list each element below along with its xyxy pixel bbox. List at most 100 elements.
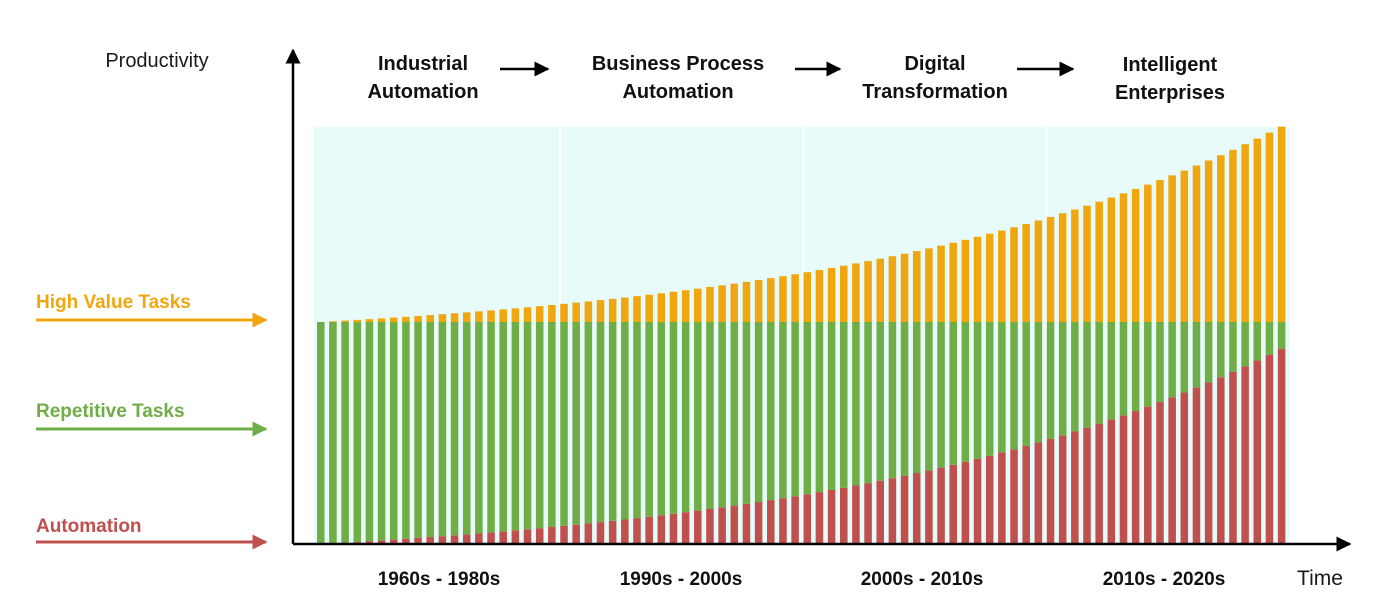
repetitive-tasks-bar-14: [475, 322, 483, 534]
high-value-tasks-bar-62: [1058, 213, 1067, 322]
automation-bar-80: [1277, 348, 1286, 544]
repetitive-tasks-bar-19: [535, 322, 544, 529]
high-value-tasks-bar-44: [839, 265, 848, 322]
high-value-tasks-bar-21: [560, 303, 568, 322]
high-value-tasks-bar-28: [645, 294, 653, 322]
automation-bar-11: [438, 536, 447, 544]
repetitive-tasks-bar-20: [548, 322, 556, 528]
period-label-1: 1960s - 1980s: [378, 569, 501, 590]
repetitive-tasks-bar-62: [1058, 322, 1067, 436]
automation-bar-18: [523, 529, 532, 544]
automation-bar-47: [876, 480, 885, 544]
automation-bar-50: [912, 473, 921, 544]
repetitive-tasks-bar-21: [560, 322, 568, 526]
high-value-tasks-bar-53: [949, 242, 957, 322]
high-value-tasks-bar-23: [584, 301, 593, 322]
high-value-tasks-bar-27: [633, 296, 641, 322]
high-value-tasks-bar-57: [998, 230, 1006, 322]
high-value-tasks-bar-25: [608, 298, 617, 322]
automation-bar-33: [706, 509, 714, 544]
repetitive-tasks-bar-51: [925, 322, 933, 471]
automation-bar-30: [669, 513, 678, 544]
repetitive-tasks-bar-59: [1022, 322, 1030, 446]
repetitive-tasks-bar-74: [1204, 322, 1213, 383]
repetitive-tasks-bar-46: [864, 322, 872, 484]
repetitive-tasks-bar-18: [523, 322, 532, 530]
high-value-tasks-bar-8: [402, 316, 410, 322]
high-value-tasks-bar-80: [1277, 126, 1286, 322]
high-value-tasks-bar-12: [450, 313, 459, 322]
bars-group: [317, 126, 1286, 544]
repetitive-tasks-bar-2: [329, 322, 337, 544]
high-value-tasks-bar-2: [329, 321, 337, 322]
automation-bar-15: [487, 532, 495, 544]
high-value-tasks-bar-10: [426, 315, 434, 322]
automation-bar-17: [511, 530, 520, 544]
repetitive-tasks-bar-33: [706, 322, 714, 509]
automation-bar-25: [608, 520, 617, 544]
automation-bar-76: [1229, 371, 1237, 544]
automation-bar-63: [1071, 431, 1079, 544]
automation-bar-28: [645, 516, 653, 544]
automation-bar-19: [535, 528, 544, 544]
repetitive-tasks-bar-42: [815, 322, 824, 493]
high-value-tasks-bar-30: [669, 291, 678, 322]
repetitive-tasks-bar-32: [694, 322, 702, 511]
automation-bar-44: [839, 487, 848, 544]
repetitive-tasks-bar-34: [718, 322, 726, 508]
high-value-tasks-bar-46: [864, 261, 872, 322]
automation-bar-42: [815, 492, 824, 544]
repetitive-tasks-bar-13: [462, 322, 471, 535]
repetitive-tasks-bar-38: [767, 322, 775, 501]
high-value-tasks-bar-74: [1204, 160, 1213, 322]
repetitive-tasks-bar-50: [912, 322, 921, 474]
repetitive-tasks-bar-37: [754, 322, 763, 502]
high-value-tasks-bar-11: [438, 314, 447, 322]
repetitive-tasks-bar-65: [1095, 322, 1103, 424]
automation-bar-54: [961, 461, 970, 544]
high-value-tasks-bar-7: [389, 317, 398, 322]
repetitive-tasks-bar-58: [1010, 322, 1018, 450]
repetitive-tasks-bar-29: [657, 322, 666, 516]
high-value-tasks-bar-42: [815, 270, 824, 322]
high-value-tasks-bar-78: [1253, 138, 1262, 322]
era-1-label: Industrial Automation: [367, 53, 478, 103]
automation-bar-40: [791, 496, 799, 544]
repetitive-tasks-bar-3: [341, 322, 349, 543]
automation-bar-71: [1168, 397, 1176, 544]
repetitive-tasks-bar-30: [669, 322, 678, 514]
high-value-tasks-bar-14: [475, 311, 483, 322]
repetitive-tasks-bar-57: [998, 322, 1006, 453]
high-value-tasks-bar-48: [888, 256, 897, 322]
high-value-tasks-bar-54: [961, 239, 970, 322]
repetitive-tasks-bar-78: [1253, 322, 1262, 361]
repetitive-tasks-bar-68: [1131, 322, 1140, 412]
repetitive-tasks-bar-26: [621, 322, 629, 520]
repetitive-tasks-bar-17: [511, 322, 520, 531]
high-value-tasks-bar-50: [912, 251, 921, 322]
high-value-tasks-bar-59: [1022, 223, 1030, 322]
automation-bar-52: [937, 467, 945, 544]
repetitive-tasks-bar-67: [1119, 322, 1128, 416]
high-value-tasks-bar-64: [1083, 205, 1091, 322]
repetitive-tasks-bar-15: [487, 322, 495, 533]
high-value-tasks-bar-60: [1034, 220, 1043, 322]
automation-bar-31: [681, 512, 690, 544]
automation-bar-55: [973, 458, 982, 544]
high-value-tasks-bar-56: [985, 233, 994, 322]
automation-bar-34: [718, 507, 726, 544]
repetitive-tasks-bar-24: [596, 322, 605, 523]
era-3-label: Digital Transformation: [862, 53, 1008, 103]
repetitive-tasks-bar-8: [402, 322, 410, 539]
plot-background: [314, 127, 1290, 544]
automation-bar-26: [621, 519, 629, 544]
automation-bar-16: [499, 531, 507, 544]
high-value-tasks-bar-67: [1119, 193, 1128, 322]
automation-bar-14: [475, 533, 483, 544]
high-value-tasks-bar-24: [596, 300, 605, 322]
repetitive-tasks-bar-52: [937, 322, 945, 468]
high-value-tasks-bar-13: [462, 312, 471, 322]
y-axis-label: Productivity: [105, 50, 208, 72]
repetitive-tasks-bar-54: [961, 322, 970, 462]
high-value-tasks-bar-61: [1046, 216, 1055, 322]
